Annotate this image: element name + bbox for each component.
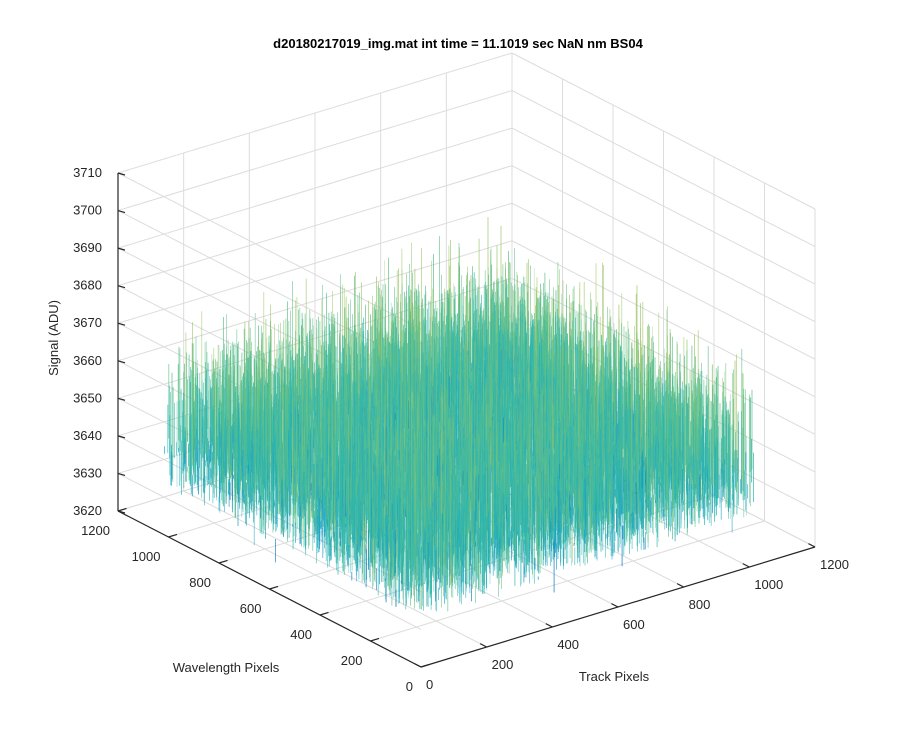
surface-mesh [164, 217, 754, 612]
grid-line [370, 520, 765, 642]
grid-line [117, 472, 422, 630]
grid-line [117, 172, 422, 330]
